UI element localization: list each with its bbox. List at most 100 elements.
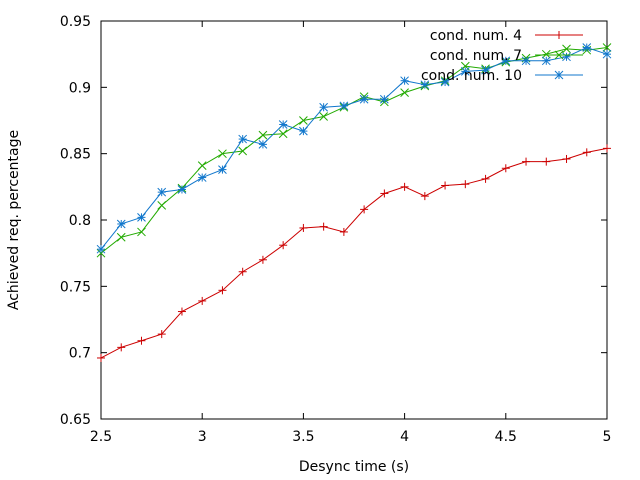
data-point bbox=[218, 286, 227, 295]
data-point bbox=[137, 336, 146, 345]
series-line bbox=[100, 147, 608, 359]
data-point bbox=[197, 173, 207, 182]
data-point bbox=[461, 180, 470, 189]
series-line bbox=[100, 47, 608, 254]
data-point bbox=[360, 205, 369, 214]
data-point bbox=[278, 120, 288, 129]
legend-label: cond. num. 10 bbox=[421, 68, 522, 84]
data-point bbox=[258, 255, 267, 264]
data-point bbox=[541, 56, 551, 66]
data-point bbox=[602, 49, 612, 59]
x-tick-label: 4.5 bbox=[495, 429, 517, 445]
series-1 bbox=[97, 144, 611, 362]
data-point bbox=[117, 343, 126, 352]
y-tick-label: 0.7 bbox=[69, 346, 91, 362]
data-point bbox=[299, 126, 308, 136]
data-point bbox=[218, 149, 227, 159]
y-tick-label: 0.8 bbox=[69, 213, 91, 229]
data-point bbox=[420, 80, 430, 90]
legend-marker bbox=[555, 31, 563, 39]
legend-marker bbox=[554, 70, 564, 80]
data-point bbox=[521, 56, 531, 66]
data-point bbox=[380, 189, 389, 198]
data-point bbox=[562, 52, 571, 62]
x-tick-label: 5 bbox=[603, 429, 612, 445]
legend-entry-2: cond. num. 7 bbox=[430, 48, 583, 64]
data-point bbox=[603, 144, 611, 153]
data-point bbox=[420, 192, 429, 201]
data-point bbox=[501, 164, 510, 173]
data-point bbox=[319, 112, 328, 121]
legend: cond. num. 4 cond. num. 7 cond. num. 10 bbox=[421, 28, 583, 84]
axis-ticks: 2.5 3 3.5 4 4.5 5 0.65 0.7 0.75 0.8 0.85 0.9 0.95 bbox=[60, 14, 612, 445]
data-point bbox=[541, 49, 551, 59]
data-point bbox=[400, 182, 409, 191]
data-point bbox=[582, 43, 592, 52]
data-point bbox=[137, 212, 146, 222]
data-point bbox=[177, 307, 186, 316]
data-point bbox=[440, 77, 450, 87]
data-point bbox=[380, 94, 389, 104]
x-axis-title: Desync time (s) bbox=[299, 459, 409, 475]
series-3 bbox=[96, 43, 612, 254]
data-point bbox=[238, 267, 247, 276]
series-2 bbox=[96, 43, 612, 258]
data-point bbox=[157, 201, 167, 210]
data-point bbox=[157, 187, 167, 197]
data-point bbox=[460, 67, 470, 76]
y-tick-label: 0.9 bbox=[69, 80, 91, 96]
x-tick-label: 2.5 bbox=[90, 429, 112, 445]
data-point bbox=[177, 185, 187, 194]
data-point bbox=[198, 296, 207, 305]
y-tick-label: 0.65 bbox=[60, 412, 91, 428]
data-point bbox=[238, 134, 248, 144]
legend-marker bbox=[554, 50, 564, 60]
x-tick-label: 3.5 bbox=[292, 429, 314, 445]
data-point bbox=[400, 76, 409, 86]
data-point bbox=[602, 43, 612, 52]
data-point bbox=[197, 161, 207, 170]
data-point bbox=[319, 102, 328, 112]
data-point bbox=[278, 129, 288, 139]
data-point bbox=[319, 222, 328, 231]
legend-entry-3: cond. num. 10 bbox=[421, 68, 583, 84]
legend-label: cond. num. 7 bbox=[430, 48, 522, 64]
legend-label: cond. num. 4 bbox=[430, 28, 522, 44]
series-layer bbox=[96, 43, 612, 362]
data-point bbox=[258, 130, 268, 140]
data-point bbox=[299, 116, 308, 125]
data-point bbox=[562, 44, 571, 54]
data-point bbox=[481, 65, 490, 75]
data-point bbox=[400, 88, 409, 97]
data-point bbox=[441, 181, 450, 190]
y-axis-title: Achieved req. percentage bbox=[6, 130, 22, 310]
data-point bbox=[218, 165, 227, 174]
data-point bbox=[542, 157, 551, 166]
data-point bbox=[339, 227, 348, 236]
data-point bbox=[96, 244, 106, 254]
data-point bbox=[137, 227, 146, 237]
data-point bbox=[157, 330, 166, 339]
data-point bbox=[522, 157, 531, 166]
series-line bbox=[100, 46, 608, 250]
legend-entry-1: cond. num. 4 bbox=[430, 28, 583, 44]
data-point bbox=[116, 219, 126, 229]
y-tick-label: 0.85 bbox=[60, 147, 91, 163]
data-point bbox=[339, 101, 349, 111]
data-point bbox=[582, 148, 591, 157]
data-point bbox=[258, 140, 268, 149]
data-point bbox=[481, 174, 490, 183]
data-point bbox=[279, 241, 288, 250]
data-point bbox=[238, 146, 248, 156]
y-tick-label: 0.95 bbox=[60, 14, 91, 30]
x-tick-label: 3 bbox=[198, 429, 207, 445]
data-point bbox=[97, 353, 105, 362]
data-point bbox=[562, 154, 571, 163]
data-point bbox=[116, 232, 126, 242]
y-tick-label: 0.75 bbox=[60, 279, 91, 295]
data-point bbox=[299, 223, 308, 232]
x-tick-label: 4 bbox=[400, 429, 409, 445]
data-point bbox=[501, 56, 511, 66]
data-point bbox=[359, 94, 369, 104]
